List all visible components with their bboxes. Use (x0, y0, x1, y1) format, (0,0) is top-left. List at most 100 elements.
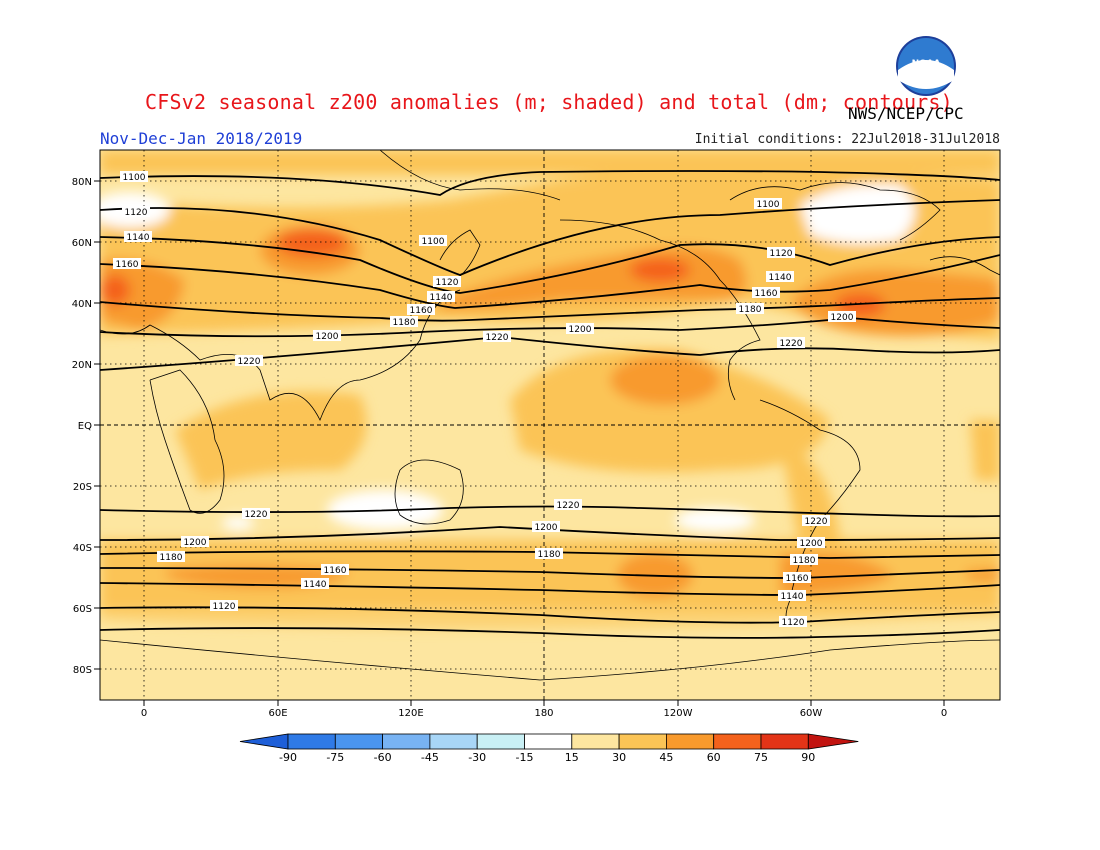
lat-tick-label: 60N (72, 238, 92, 249)
contour-label-bg (752, 287, 780, 298)
contour-label: 1120 (782, 618, 805, 628)
lon-tick-label: 120E (398, 708, 423, 719)
colorbar-arrow-high (807, 733, 859, 750)
colorbar: -90 -75 -60 -45 -30 -15 15 30 45 60 75 90 (239, 733, 859, 764)
colorbar-swatch (666, 733, 715, 750)
contour-label: 1140 (127, 233, 150, 243)
chart-title: CFSv2 seasonal z200 anomalies (m; shaded… (145, 90, 953, 114)
latitude-axis: 80N 60N 40N 20N EQ 20S 40S 60S 80S (72, 177, 100, 676)
contour-1160-sh (100, 567, 1000, 579)
lat-tick-label: 20N (72, 360, 92, 371)
contour-1100-nh (100, 170, 1000, 196)
contour-1120-nh (100, 199, 1000, 276)
colorbar-level-label: 75 (754, 751, 768, 764)
colorbar-level-label: -60 (374, 751, 392, 764)
contour-label-bg (828, 311, 856, 322)
contour-label-bg (736, 303, 764, 314)
initial-conditions: Initial conditions: 22Jul2018-31Jul2018 (694, 132, 1000, 147)
contour-label-bg (113, 258, 141, 269)
colorbar-level-label: 60 (707, 751, 721, 764)
map-panel: 1100112011401160110011201140116011801200… (100, 150, 1000, 700)
lon-tick-label: 120W (664, 708, 693, 719)
contour-label-bg (124, 231, 152, 242)
contour-label: 1100 (757, 200, 780, 210)
contour-label: 1220 (238, 357, 261, 367)
colorbar-swatch (760, 733, 809, 750)
contour-label-bg (483, 331, 511, 342)
contour-label: 1200 (569, 325, 592, 335)
colorbar-swatch (524, 733, 573, 750)
contour-label: 1220 (805, 517, 828, 527)
contour-label: 1180 (393, 318, 416, 328)
contour-1220-sh (100, 505, 1000, 518)
contour-label: 1160 (324, 566, 347, 576)
contour-label: 1160 (755, 289, 778, 299)
colorbar-swatch (287, 733, 336, 750)
contour-1180-sh (100, 550, 1000, 559)
contour-label: 1120 (436, 278, 459, 288)
lat-tick-label: 40S (73, 543, 92, 554)
colorbar-arrow-low (239, 733, 289, 750)
agency-label: NWS/NCEP/CPC (848, 104, 964, 123)
contour-label-bg (532, 521, 560, 532)
contour-label: 1180 (793, 556, 816, 566)
contour-label: 1220 (557, 501, 580, 511)
contour-label-bg (535, 548, 563, 559)
lon-tick-label: 60W (800, 708, 823, 719)
contour-label-bg (566, 323, 594, 334)
colorbar-swatch (713, 733, 762, 750)
noaa-logo-text: NOAA (912, 59, 941, 69)
lat-tick-label: 40N (72, 299, 92, 310)
contour-label: 1220 (245, 510, 268, 520)
lat-tick-label: 60S (73, 604, 92, 615)
contour-1200-nh (100, 317, 1000, 338)
contour-label: 1200 (316, 332, 339, 342)
contour-label-bg (427, 291, 455, 302)
contour-label: 1160 (410, 306, 433, 316)
colorbar-level-label: 45 (659, 751, 673, 764)
forecast-period: Nov-Dec-Jan 2018/2019 (100, 129, 303, 148)
colorbar-level-label: -30 (468, 751, 486, 764)
noaa-logo: NOAA (896, 36, 956, 96)
contour-label: 1160 (786, 574, 809, 584)
lon-tick-label: 60E (268, 708, 287, 719)
contour-label-bg (390, 316, 418, 327)
contour-label: 1160 (116, 260, 139, 270)
contour-label: 1200 (800, 539, 823, 549)
contour-label-bg (235, 355, 263, 366)
colorbar-level-label: -90 (279, 751, 297, 764)
colorbar-swatch (382, 733, 431, 750)
contour-label: 1200 (184, 538, 207, 548)
colorbar-swatch (476, 733, 525, 750)
contour-1160-nh (100, 254, 1000, 309)
contour-label-bg (783, 572, 811, 583)
equator-dateline (100, 150, 1000, 700)
contour-1220-nh (100, 336, 1000, 371)
contour-1120-sh (100, 606, 1000, 624)
contour-label: 1120 (125, 208, 148, 218)
colorbar-level-label: 90 (801, 751, 815, 764)
contour-label-bg (777, 337, 805, 348)
lat-tick-label: 20S (73, 482, 92, 493)
contour-label: 1120 (213, 602, 236, 612)
colorbar-swatch (571, 733, 620, 750)
contour-label-bg (766, 271, 794, 282)
contour-label-bg (554, 499, 582, 510)
contour-label-bg (242, 508, 270, 519)
contour-label: 1220 (780, 339, 803, 349)
contour-label-bg (120, 171, 148, 182)
colorbar-level-label: -45 (421, 751, 439, 764)
colorbar-level-label: 15 (565, 751, 579, 764)
contour-label: 1220 (486, 333, 509, 343)
contour-label-bg (778, 590, 806, 601)
contour-label-bg (802, 515, 830, 526)
contour-1140-sh (100, 582, 1000, 596)
colorbar-level-label: -75 (326, 751, 344, 764)
contour-label: 1200 (535, 523, 558, 533)
lat-tick-label: EQ (78, 421, 92, 432)
contour-label-bg (407, 304, 435, 315)
contour-label-bg (313, 330, 341, 341)
contour-label: 1120 (770, 249, 793, 259)
lat-tick-label: 80N (72, 177, 92, 188)
contour-label-bg (779, 616, 807, 627)
